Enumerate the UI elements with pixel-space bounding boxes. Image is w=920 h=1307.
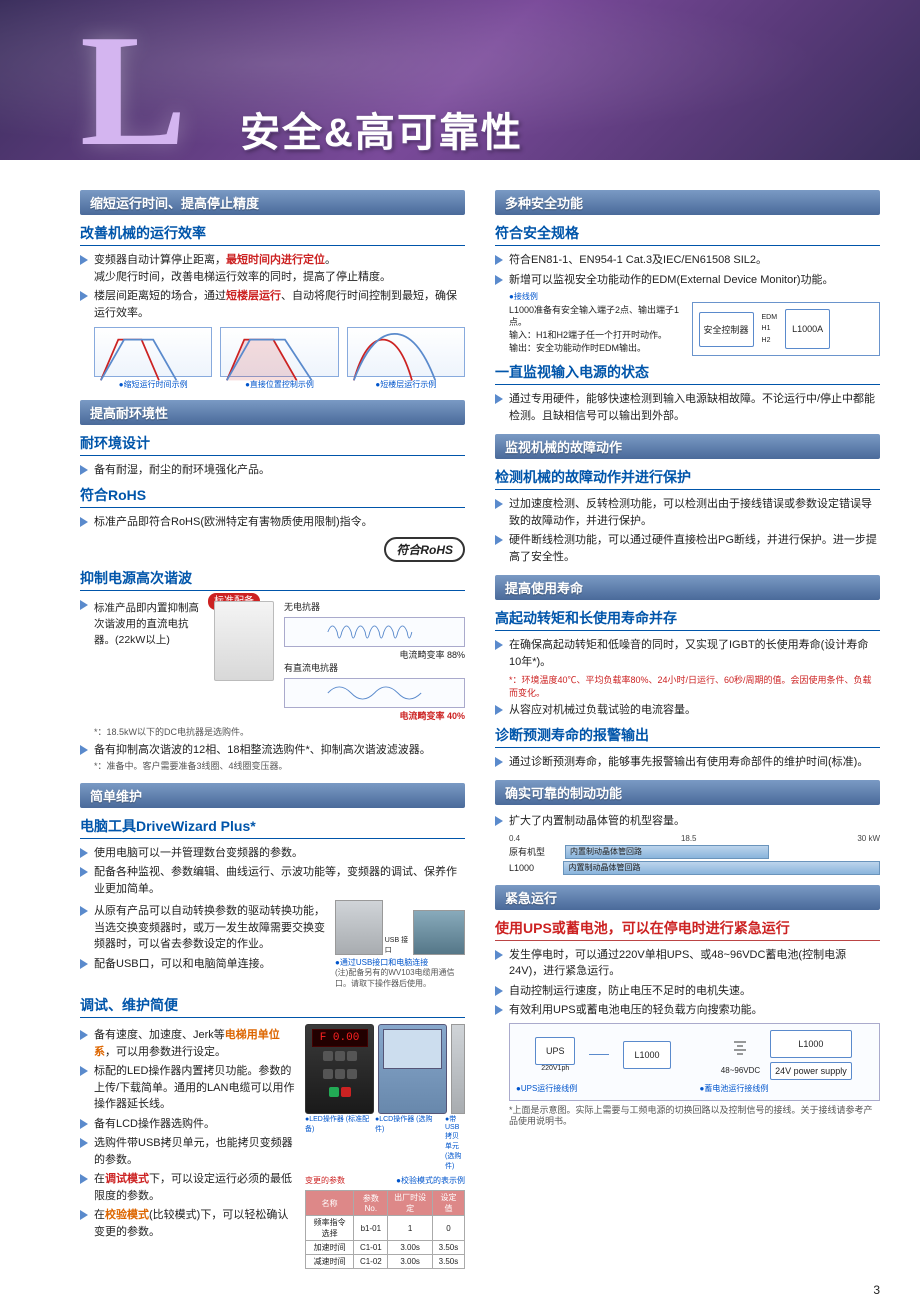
heading: 电脑工具DriveWizard Plus* (80, 816, 465, 839)
lcd-operator-photo (378, 1024, 447, 1114)
parameter-table: 名称参数No.出厂时设定设定值 频率指令选择b1-0110 加速时间C1-013… (305, 1190, 465, 1269)
heading: 符合RoHS (80, 485, 465, 508)
heading: 抑制电源高次谐波 (80, 568, 465, 591)
section-bar: 紧急运行 (495, 885, 880, 910)
bullet-icon (80, 906, 88, 916)
hero-letter: L (80, 10, 187, 160)
section-bar: 监视机械的故障动作 (495, 434, 880, 459)
heading: 使用UPS或蓄电池，可以在停电时进行紧急运行 (495, 918, 880, 941)
bullet-text: 标准产品即符合RoHS(欧洲特定有害物质使用限制)指令。 (94, 514, 465, 531)
bullet-icon (80, 959, 88, 969)
waveform (284, 678, 465, 708)
bullet-icon (495, 950, 503, 960)
heading: 高起动转矩和长使用寿命并存 (495, 608, 880, 631)
drive-photo (335, 900, 383, 955)
page-number: 3 (0, 1279, 920, 1307)
bullet-icon (80, 465, 88, 475)
section-bar: 缩短运行时间、提高停止精度 (80, 190, 465, 215)
bullet-icon (495, 394, 503, 404)
heading: 调试、维护简便 (80, 995, 465, 1018)
heading: 符合安全规格 (495, 223, 880, 246)
bullet-icon (495, 640, 503, 650)
bullet-icon (495, 1005, 503, 1015)
bullet-text: 楼层间距离短的场合，通过短楼层运行、自动将爬行时间控制到最短，确保运行效率。 (94, 288, 465, 321)
bullet-icon (80, 745, 88, 755)
led-operator-photo: F 0.00 (305, 1024, 374, 1114)
bullet-icon (80, 1066, 88, 1076)
figure (94, 327, 212, 377)
bullet-icon (495, 816, 503, 826)
bullet-icon (495, 986, 503, 996)
heading: 检测机械的故障动作并进行保护 (495, 467, 880, 490)
bullet-icon (80, 517, 88, 527)
bullet-icon (80, 848, 88, 858)
ups-battery-diagram: UPS220V1ph L1000 48~96VDC L100024V power… (509, 1023, 880, 1101)
bullet-icon (495, 255, 503, 265)
bullet-icon (80, 1030, 88, 1040)
bullet-icon (80, 867, 88, 877)
bullet-icon (80, 291, 88, 301)
hero-title: 安全&高可靠性 (240, 100, 523, 158)
bullet-icon (495, 535, 503, 545)
bullet-icon (80, 600, 88, 610)
wiring-diagram: 安全控制器 EDMH1H2 L1000A (692, 302, 881, 356)
figure (220, 327, 338, 377)
waveform (284, 617, 465, 647)
section-bar: 提高使用寿命 (495, 575, 880, 600)
bullet-icon (495, 757, 503, 767)
left-column: 缩短运行时间、提高停止精度 改善机械的运行效率 变频器自动计算停止距离，最短时间… (80, 180, 465, 1269)
section-bar: 确实可靠的制动功能 (495, 780, 880, 805)
bullet-icon (80, 255, 88, 265)
rohs-badge: 符合RoHS (384, 537, 465, 562)
right-column: 多种安全功能 符合安全规格 符合EN81-1、EN954-1 Cat.3及IEC… (495, 180, 880, 1269)
bullet-text: 备有抑制高次谐波的12相、18相整流选购件*、抑制高次谐波滤波器。 (94, 742, 465, 759)
heading: 诊断预测寿命的报警输出 (495, 725, 880, 748)
bullet-text: 备有耐湿，耐尘的耐环境强化产品。 (94, 462, 465, 479)
bullet-icon (80, 1138, 88, 1148)
bullet-icon (80, 1210, 88, 1220)
section-bar: 多种安全功能 (495, 190, 880, 215)
bullet-icon (495, 499, 503, 509)
bullet-icon (495, 275, 503, 285)
laptop-photo (413, 910, 465, 955)
bullet-icon (495, 705, 503, 715)
figure (347, 327, 465, 377)
bullet-icon (80, 1174, 88, 1184)
harmonic-desc: 标准产品即内置抑制高次谐波用的直流电抗器。(22kW以上) (94, 601, 204, 648)
capacity-bar-chart: 0.418.530 kW 原有机型内置制动晶体管回路 L1000内置制动晶体管回… (509, 834, 880, 875)
hero-banner: L 安全&高可靠性 (0, 0, 920, 160)
bullet-text: 变频器自动计算停止距离，最短时间内进行定位。 减少爬行时间，改善电梯运行效率的同… (94, 252, 465, 285)
section-bar: 提高耐环境性 (80, 400, 465, 425)
drive-image (214, 601, 274, 681)
usb-unit-photo (451, 1024, 465, 1114)
heading: 改善机械的运行效率 (80, 223, 465, 246)
heading: 一直监视输入电源的状态 (495, 362, 880, 385)
heading: 耐环境设计 (80, 433, 465, 456)
bullet-icon (80, 1119, 88, 1129)
section-bar: 简单维护 (80, 783, 465, 808)
